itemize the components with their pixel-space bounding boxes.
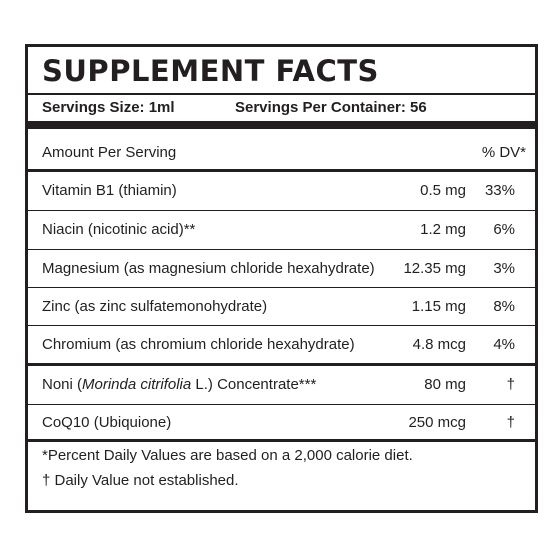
nutrient-amount: 0.5 mg [420,182,466,199]
not-established-footnote: † Daily Value not established. [42,472,239,489]
thick-divider [28,121,535,129]
nutrient-name: Magnesium (as magnesium chloride hexahyd… [42,260,375,277]
nutrient-dv: 4% [493,336,515,353]
nutrient-row: Zinc (as zinc sulfatemonohydrate) 1.15 m… [28,288,535,325]
header-divider [28,169,535,172]
supplement-facts-panel: SUPPLEMENT FACTS Servings Size: 1ml Serv… [25,44,538,513]
ingredient-dv: † [506,376,515,393]
ingredient-row: CoQ10 (Ubiquione) 250 mcg † [28,404,535,441]
botanical-name: Morinda citrifolia [82,376,192,393]
nutrient-amount: 1.15 mg [411,298,466,315]
nutrient-dv: 6% [493,221,515,238]
nutrient-name: Vitamin B1 (thiamin) [42,182,177,199]
nutrient-amount: 4.8 mcg [412,336,466,353]
panel-title: SUPPLEMENT FACTS [42,54,379,88]
ingredient-name: Noni (Morinda citrifolia L.) Concentrate… [42,376,317,393]
nutrient-name: Chromium (as chromium chloride hexahydra… [42,336,355,353]
nutrient-dv: 8% [493,298,515,315]
section-divider [28,363,535,366]
nutrient-dv: 33% [484,182,515,199]
nutrient-row: Magnesium (as magnesium chloride hexahyd… [28,250,535,287]
row-divider [28,325,535,326]
row-divider [28,210,535,211]
nutrient-row: Vitamin B1 (thiamin) 0.5 mg 33% [28,172,535,209]
ingredient-row: Noni (Morinda citrifolia L.) Concentrate… [28,366,535,403]
row-divider [28,404,535,405]
amount-header-row: Amount Per Serving % DV* [28,134,535,171]
ingredient-name: CoQ10 (Ubiquione) [42,414,172,431]
ingredient-dv: † [506,414,515,431]
nutrient-amount: 12.35 mg [403,260,466,277]
row-divider [28,287,535,288]
nutrient-row: Niacin (nicotinic acid)** 1.2 mg 6% [28,211,535,248]
ingredient-amount: 80 mg [424,376,466,393]
serving-size: Servings Size: 1ml [42,99,175,116]
amount-per-serving-label: Amount Per Serving [42,144,177,161]
nutrient-dv: 3% [493,260,515,277]
ingredient-amount: 250 mcg [408,414,466,431]
nutrient-row: Chromium (as chromium chloride hexahydra… [28,326,535,363]
nutrient-amount: 1.2 mg [420,221,466,238]
footnotes: *Percent Daily Values are based on a 2,0… [42,443,413,493]
serving-info: Servings Size: 1ml Servings Per Containe… [28,93,535,121]
daily-values-footnote: *Percent Daily Values are based on a 2,0… [42,447,413,464]
row-divider [28,249,535,250]
nutrient-name: Zinc (as zinc sulfatemonohydrate) [42,298,268,315]
nutrient-name: Niacin (nicotinic acid)** [42,221,196,238]
servings-per-container: Servings Per Container: 56 [235,99,427,116]
footnote-divider [28,439,535,442]
dv-header-label: % DV* [481,144,526,161]
